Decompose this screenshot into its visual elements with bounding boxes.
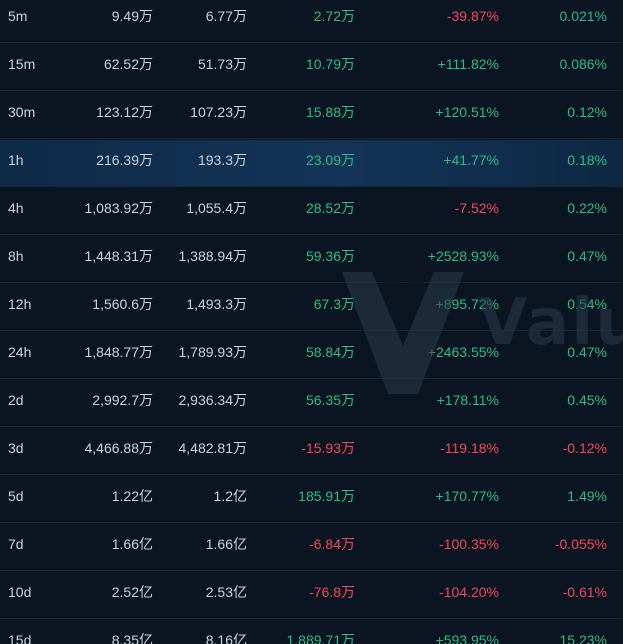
net-cell: 59.36万 [305, 248, 355, 264]
change-cell: -100.35% [439, 536, 499, 552]
value-cell-2: 1,493.3万 [186, 296, 247, 312]
ratio-cell: -0.61% [562, 584, 607, 600]
table-row[interactable]: 8h 1,448.31万 1,388.94万 59.36万 +2528.93% … [0, 236, 623, 283]
value-cell-2: 8.16亿 [205, 632, 247, 644]
change-cell: +593.95% [435, 632, 499, 644]
value-cell-1: 8.35亿 [111, 632, 153, 644]
table-row[interactable]: 15m 62.52万 51.73万 10.79万 +111.82% 0.086% [0, 44, 623, 91]
ratio-cell: 0.12% [567, 104, 607, 120]
net-cell: 23.09万 [305, 152, 355, 168]
ratio-cell: 0.086% [559, 56, 607, 72]
period-cell: 3d [8, 440, 24, 456]
table-row[interactable]: 5d 1.22亿 1.2亿 185.91万 +170.77% 1.49% [0, 476, 623, 523]
value-cell-2: 193.3万 [197, 152, 247, 168]
ratio-cell: 0.54% [567, 296, 607, 312]
net-cell: -15.93万 [301, 440, 355, 456]
net-cell: 2.72万 [313, 8, 355, 24]
table-row[interactable]: 24h 1,848.77万 1,789.93万 58.84万 +2463.55%… [0, 332, 623, 379]
ratio-cell: 0.47% [567, 344, 607, 360]
value-cell-1: 9.49万 [111, 8, 153, 24]
ratio-cell: -0.12% [562, 440, 607, 456]
period-cell: 30m [8, 104, 36, 120]
change-cell: +170.77% [435, 488, 499, 504]
value-cell-2: 6.77万 [205, 8, 247, 24]
change-cell: +2463.55% [427, 344, 499, 360]
period-cell: 12h [8, 296, 32, 312]
value-cell-1: 2,992.7万 [92, 392, 153, 408]
net-cell: -76.8万 [309, 584, 355, 600]
value-cell-1: 1,848.77万 [84, 344, 154, 360]
value-cell-1: 1.22亿 [111, 488, 153, 504]
ratio-cell: 0.18% [567, 152, 607, 168]
ratio-cell: -0.055% [554, 536, 607, 552]
net-cell: 56.35万 [305, 392, 355, 408]
value-cell-1: 62.52万 [103, 56, 153, 72]
table-row[interactable]: 5m 9.49万 6.77万 2.72万 -39.87% 0.021% [0, 0, 623, 43]
period-cell: 5m [8, 8, 28, 24]
value-cell-1: 4,466.88万 [84, 440, 154, 456]
period-cell: 4h [8, 200, 24, 216]
net-cell: 15.88万 [305, 104, 355, 120]
value-cell-2: 107.23万 [190, 104, 247, 120]
net-cell: 58.84万 [305, 344, 355, 360]
value-cell-2: 4,482.81万 [178, 440, 248, 456]
value-cell-2: 2.53亿 [205, 584, 247, 600]
table-row[interactable]: 15d 8.35亿 8.16亿 1,889.71万 +593.95% 15.23… [0, 620, 623, 644]
change-cell: +120.51% [435, 104, 499, 120]
value-cell-1: 1.66亿 [111, 536, 153, 552]
change-cell: -39.87% [446, 8, 499, 24]
change-cell: +178.11% [436, 392, 499, 408]
table-row[interactable]: 7d 1.66亿 1.66亿 -6.84万 -100.35% -0.055% [0, 524, 623, 571]
table-row[interactable]: 3d 4,466.88万 4,482.81万 -15.93万 -119.18% … [0, 428, 623, 475]
net-cell: 1,889.71万 [286, 632, 356, 644]
change-cell: +41.77% [443, 152, 499, 168]
value-cell-2: 1,789.93万 [178, 344, 248, 360]
ratio-cell: 0.021% [559, 8, 607, 24]
value-cell-2: 51.73万 [197, 56, 247, 72]
period-cell: 5d [8, 488, 24, 504]
period-cell: 24h [8, 344, 32, 360]
ratio-cell: 1.49% [567, 488, 607, 504]
table-row[interactable]: 30m 123.12万 107.23万 15.88万 +120.51% 0.12… [0, 92, 623, 139]
value-cell-2: 1,055.4万 [186, 200, 247, 216]
change-cell: +2528.93% [427, 248, 499, 264]
period-cell: 7d [8, 536, 24, 552]
value-cell-2: 1.2亿 [213, 488, 247, 504]
period-cell: 15d [8, 632, 32, 644]
value-cell-1: 216.39万 [96, 152, 153, 168]
net-cell: 185.91万 [298, 488, 355, 504]
ratio-cell: 0.22% [567, 200, 607, 216]
table-row[interactable]: 10d 2.52亿 2.53亿 -76.8万 -104.20% -0.61% [0, 572, 623, 619]
period-cell: 2d [8, 392, 24, 408]
value-cell-2: 1,388.94万 [178, 248, 248, 264]
period-cell: 8h [8, 248, 24, 264]
change-cell: -104.20% [439, 584, 499, 600]
value-cell-2: 2,936.34万 [178, 392, 248, 408]
value-cell-1: 2.52亿 [111, 584, 153, 600]
table-row-highlighted[interactable]: 1h 216.39万 193.3万 23.09万 +41.77% 0.18% [0, 140, 623, 187]
value-cell-2: 1.66亿 [205, 536, 247, 552]
ratio-cell: 15.23% [559, 632, 607, 644]
table-row[interactable]: 2d 2,992.7万 2,936.34万 56.35万 +178.11% 0.… [0, 380, 623, 427]
change-cell: +111.82% [437, 56, 499, 72]
value-cell-1: 1,560.6万 [92, 296, 153, 312]
change-cell: +895.72% [435, 296, 499, 312]
table-row[interactable]: 4h 1,083.92万 1,055.4万 28.52万 -7.52% 0.22… [0, 188, 623, 235]
change-cell: -119.18% [440, 440, 499, 456]
net-cell: 10.79万 [305, 56, 355, 72]
value-cell-1: 123.12万 [96, 104, 153, 120]
ratio-cell: 0.47% [567, 248, 607, 264]
table-row[interactable]: 12h 1,560.6万 1,493.3万 67.3万 +895.72% 0.5… [0, 284, 623, 331]
period-cell: 1h [8, 152, 24, 168]
value-cell-1: 1,448.31万 [84, 248, 154, 264]
period-cell: 10d [8, 584, 32, 600]
net-cell: -6.84万 [309, 536, 355, 552]
value-cell-1: 1,083.92万 [84, 200, 154, 216]
net-cell: 28.52万 [305, 200, 355, 216]
period-cell: 15m [8, 56, 36, 72]
net-cell: 67.3万 [313, 296, 355, 312]
change-cell: -7.52% [454, 200, 499, 216]
ratio-cell: 0.45% [567, 392, 607, 408]
